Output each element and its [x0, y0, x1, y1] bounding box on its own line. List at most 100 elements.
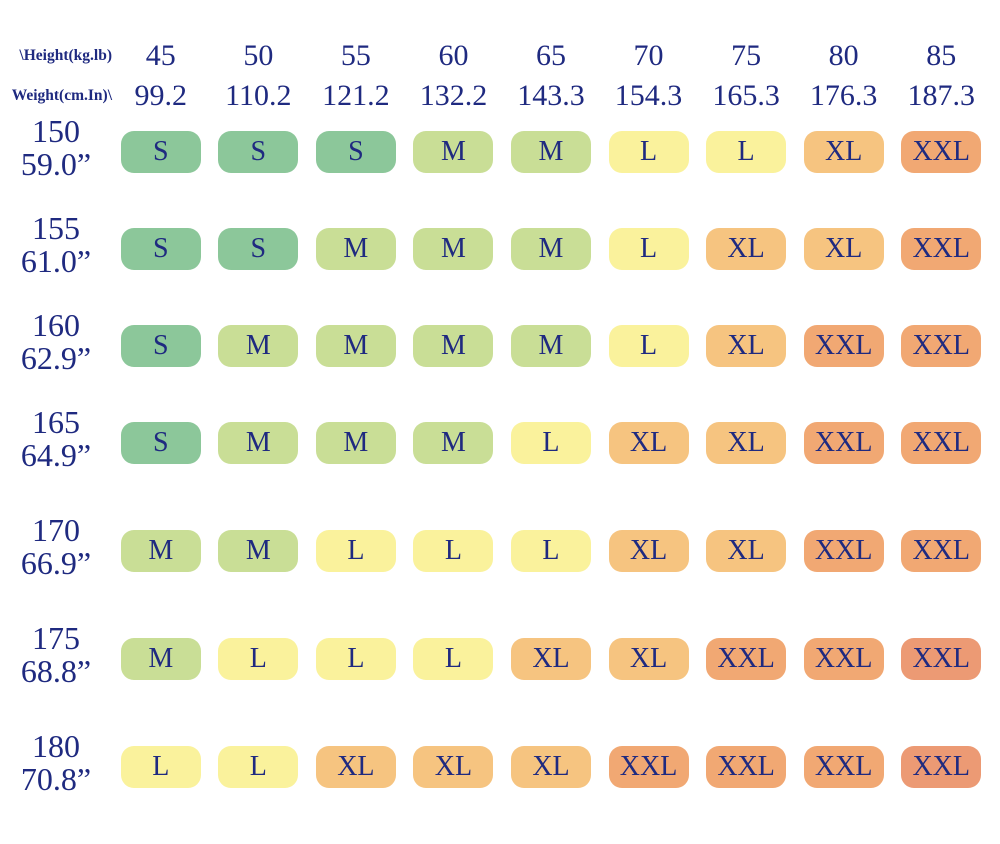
row-label-cm: 155 — [32, 210, 80, 246]
size-cell: XXL — [795, 530, 893, 614]
size-badge-xxl: XXL — [803, 325, 884, 367]
size-cell: M — [502, 131, 600, 215]
table-row: 150 59.0” S S S M M L L XL XXL — [0, 115, 1000, 215]
size-cell: XXL — [892, 422, 990, 506]
size-cell: S — [112, 228, 210, 312]
column-header-lb: 143.3 — [517, 79, 585, 112]
column-header-kg: 55 — [340, 39, 371, 72]
column-header: 80 176.3 — [795, 36, 893, 118]
size-cell: M — [307, 325, 405, 409]
size-cell: M — [405, 325, 503, 409]
row-label-cm: 180 — [32, 728, 80, 764]
row-label: 155 61.0” — [0, 212, 112, 312]
size-cell: L — [210, 638, 308, 722]
size-badge-xxl: XXL — [901, 422, 982, 464]
size-cell: M — [502, 325, 600, 409]
size-badge-m: M — [218, 422, 299, 464]
column-header-lb: 154.3 — [614, 79, 683, 112]
row-label: 180 70.8” — [0, 730, 112, 830]
size-badge-m: M — [510, 228, 591, 270]
size-cell: M — [405, 228, 503, 312]
size-badge-xl: XL — [803, 131, 884, 173]
size-cell: XXL — [600, 746, 698, 830]
size-badge-s: S — [120, 422, 201, 464]
size-badge-xxl: XXL — [901, 530, 982, 572]
size-cell: M — [210, 422, 308, 506]
column-header-kg: 70 — [633, 39, 664, 72]
column-header: 85 187.3 — [892, 36, 990, 118]
weight-axis-label: Weight(cm.In)\ — [11, 87, 112, 104]
column-header-lb: 99.2 — [134, 79, 188, 112]
size-badge-l: L — [510, 530, 591, 572]
size-cell: M — [307, 228, 405, 312]
size-cell: XL — [697, 325, 795, 409]
size-badge-m: M — [120, 530, 201, 572]
size-cell: M — [405, 131, 503, 215]
size-badge-s: S — [120, 228, 201, 270]
size-cell: XL — [405, 746, 503, 830]
size-badge-xxl: XXL — [803, 530, 884, 572]
size-cell: XL — [307, 746, 405, 830]
size-cell: XL — [795, 131, 893, 215]
size-cell: XXL — [892, 228, 990, 312]
column-header: 65 143.3 — [502, 36, 600, 118]
size-badge-xxl: XXL — [803, 422, 884, 464]
size-badge-l: L — [608, 325, 689, 367]
size-cell: S — [210, 131, 308, 215]
size-badge-m: M — [315, 228, 396, 270]
size-badge-m: M — [413, 131, 494, 173]
row-label-inch: 70.8” — [20, 761, 92, 797]
size-cell: XL — [600, 530, 698, 614]
size-cell: S — [210, 228, 308, 312]
row-label: 165 64.9” — [0, 406, 112, 506]
column-header-kg: 85 — [926, 39, 957, 72]
size-badge-l: L — [706, 131, 787, 173]
size-badge-xxl: XXL — [608, 746, 689, 788]
size-badge-m: M — [413, 325, 494, 367]
size-cell: S — [112, 131, 210, 215]
row-label-cm: 165 — [32, 404, 80, 440]
size-badge-xl: XL — [608, 422, 689, 464]
row-label-inch: 68.8” — [20, 653, 92, 689]
row-label-cm: 175 — [32, 620, 80, 656]
row-label-cm: 170 — [32, 512, 80, 548]
column-header: 55 121.2 — [307, 36, 405, 118]
size-badge-s: S — [218, 228, 299, 270]
size-badge-m: M — [510, 131, 591, 173]
size-cell: L — [600, 131, 698, 215]
size-badge-m: M — [218, 325, 299, 367]
size-badge-l: L — [510, 422, 591, 464]
row-label: 175 68.8” — [0, 622, 112, 722]
size-badge-xl: XL — [706, 228, 787, 270]
table-row: 155 61.0” S S M M M L XL XL XXL — [0, 212, 1000, 312]
size-cell: S — [112, 325, 210, 409]
size-cell: XXL — [795, 746, 893, 830]
size-cell: L — [210, 746, 308, 830]
size-cell: XXL — [892, 638, 990, 722]
size-badge-m: M — [315, 325, 396, 367]
size-cell: L — [405, 638, 503, 722]
table-row: 165 64.9” S M M M L XL XL XXL XXL — [0, 406, 1000, 506]
size-badge-xl: XL — [706, 530, 787, 572]
size-cell: M — [502, 228, 600, 312]
table-row: 160 62.9” S M M M M L XL XXL XXL — [0, 309, 1000, 409]
height-axis-label: \Height(kg.lb) — [19, 47, 112, 64]
size-cell: XXL — [795, 422, 893, 506]
column-header-kg: 45 — [145, 39, 176, 72]
size-cell: XL — [697, 422, 795, 506]
row-label-inch: 62.9” — [20, 340, 92, 376]
header-row: \Height(kg.lb) Weight(cm.In)\ 45 99.2 50 11… — [0, 0, 1000, 118]
size-badge-l: L — [413, 638, 494, 680]
column-header: 70 154.3 — [600, 36, 698, 118]
size-badge-xl: XL — [706, 422, 787, 464]
size-badge-l: L — [315, 530, 396, 572]
size-cell: XL — [600, 638, 698, 722]
size-badge-xxl: XXL — [803, 638, 884, 680]
size-badge-m: M — [120, 638, 201, 680]
size-cell: XXL — [892, 131, 990, 215]
row-label-inch: 59.0” — [20, 146, 92, 182]
size-cell: L — [502, 530, 600, 614]
size-badge-m: M — [315, 422, 396, 464]
size-cell: L — [697, 131, 795, 215]
